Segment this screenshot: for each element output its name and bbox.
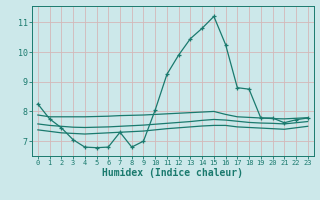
X-axis label: Humidex (Indice chaleur): Humidex (Indice chaleur) (102, 168, 243, 178)
